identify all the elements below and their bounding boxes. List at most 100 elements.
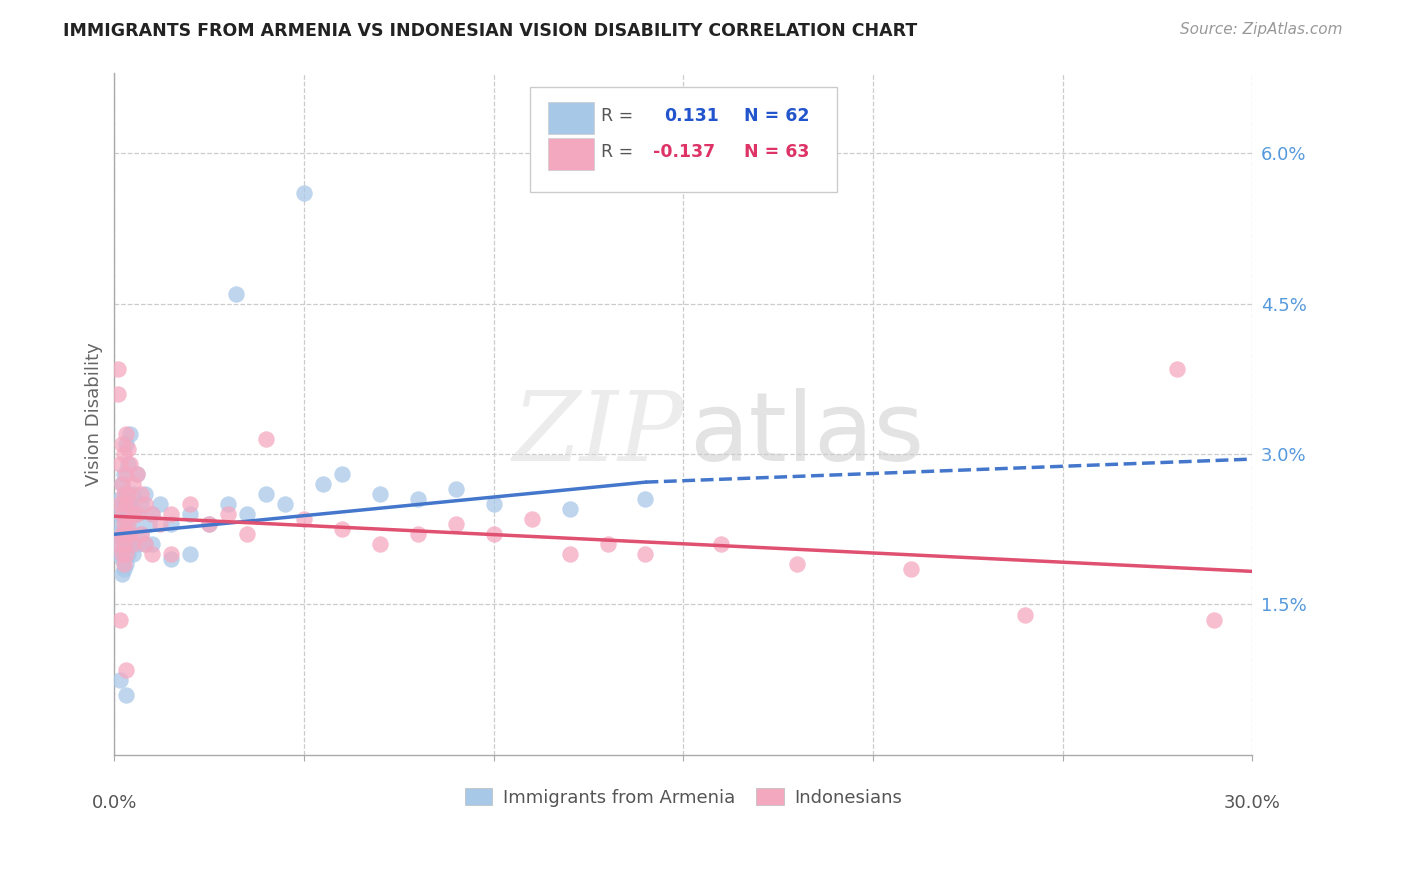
Point [141, 507, 163, 521]
Point [141, 547, 163, 561]
Point [117, 442, 139, 456]
Point [112, 562, 135, 576]
Point [134, 537, 156, 551]
Point [114, 497, 136, 511]
Text: -0.137: -0.137 [652, 144, 714, 161]
Point [160, 547, 183, 561]
Point [107, 507, 129, 521]
Point [114, 527, 136, 541]
Point [138, 517, 160, 532]
Point [710, 537, 733, 551]
Point [112, 517, 135, 532]
Point [111, 567, 134, 582]
Point [368, 487, 391, 501]
Point [134, 537, 156, 551]
Point [1014, 607, 1036, 622]
Text: 30.0%: 30.0% [1225, 794, 1281, 812]
Point [118, 497, 141, 511]
Point [114, 437, 136, 451]
Point [634, 492, 657, 507]
Point [111, 552, 134, 566]
FancyBboxPatch shape [548, 102, 593, 134]
Point [122, 547, 145, 561]
Point [444, 517, 467, 532]
Point [129, 527, 152, 541]
Point [406, 527, 429, 541]
Point [179, 497, 201, 511]
Point [112, 497, 135, 511]
Point [134, 487, 156, 501]
Point [111, 533, 134, 547]
Text: IMMIGRANTS FROM ARMENIA VS INDONESIAN VISION DISABILITY CORRELATION CHART: IMMIGRANTS FROM ARMENIA VS INDONESIAN VI… [63, 22, 918, 40]
Point [108, 457, 131, 471]
Point [112, 487, 135, 501]
Point [114, 517, 136, 532]
Point [198, 517, 221, 532]
Point [114, 688, 136, 702]
Point [114, 487, 136, 501]
Legend: Immigrants from Armenia, Indonesians: Immigrants from Armenia, Indonesians [457, 780, 910, 814]
Point [105, 527, 128, 541]
Point [274, 497, 297, 511]
Text: 0.0%: 0.0% [91, 794, 138, 812]
Point [111, 517, 134, 532]
Point [217, 497, 239, 511]
Point [112, 558, 135, 572]
Point [1166, 361, 1188, 376]
Point [254, 432, 277, 446]
Point [786, 558, 808, 572]
FancyBboxPatch shape [530, 87, 837, 193]
Point [179, 547, 201, 561]
Text: atlas: atlas [689, 388, 924, 481]
Point [122, 477, 145, 491]
Point [482, 527, 505, 541]
Text: N = 62: N = 62 [744, 107, 810, 125]
Text: ZIP: ZIP [512, 387, 683, 482]
Point [122, 507, 145, 521]
Point [122, 487, 145, 501]
Point [406, 492, 429, 507]
Point [127, 467, 149, 482]
Point [149, 497, 172, 511]
Point [596, 537, 619, 551]
Point [129, 487, 152, 501]
FancyBboxPatch shape [548, 137, 593, 169]
Point [111, 477, 134, 491]
Point [122, 537, 145, 551]
Point [112, 527, 135, 541]
Point [217, 507, 239, 521]
Point [111, 507, 134, 521]
Text: N = 63: N = 63 [744, 144, 808, 161]
Point [149, 517, 172, 532]
Point [118, 427, 141, 442]
Y-axis label: Vision Disability: Vision Disability [86, 342, 103, 486]
Point [108, 492, 131, 507]
Point [111, 477, 134, 491]
Point [107, 361, 129, 376]
Point [114, 427, 136, 442]
Point [520, 512, 543, 526]
Point [198, 517, 221, 532]
Point [118, 537, 141, 551]
Text: Source: ZipAtlas.com: Source: ZipAtlas.com [1180, 22, 1343, 37]
Point [129, 527, 152, 541]
Text: R =: R = [602, 144, 634, 161]
Point [108, 547, 131, 561]
Point [179, 507, 201, 521]
Point [141, 507, 163, 521]
Point [107, 387, 129, 401]
Point [160, 552, 183, 566]
Point [1204, 613, 1226, 627]
Text: 0.131: 0.131 [664, 107, 718, 125]
Point [558, 502, 581, 516]
Point [111, 437, 134, 451]
Point [112, 467, 135, 482]
Point [114, 547, 136, 561]
Point [134, 497, 156, 511]
Point [330, 522, 353, 536]
Point [558, 547, 581, 561]
Point [330, 467, 353, 482]
Point [108, 613, 131, 627]
Text: R =: R = [602, 107, 634, 125]
Point [160, 507, 183, 521]
